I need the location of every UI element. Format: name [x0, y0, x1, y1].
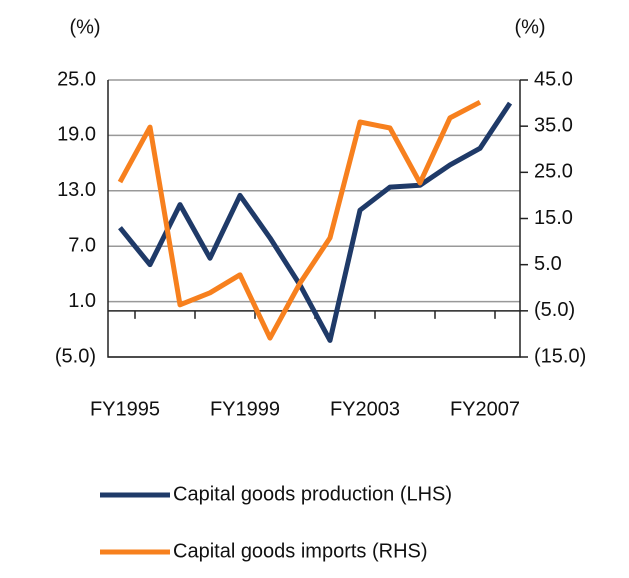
y2-tick-label: 45.0	[534, 68, 573, 90]
plot-frame	[107, 80, 521, 358]
y2-tick-label: 35.0	[534, 114, 573, 136]
x-tick-label: FY2007	[450, 398, 520, 420]
y-tick-label: 13.0	[57, 179, 96, 201]
series-line	[118, 101, 513, 343]
y-tick-label: 19.0	[57, 124, 96, 146]
y-tick-label: 25.0	[57, 68, 96, 90]
y-tick-label: (5.0)	[55, 345, 96, 367]
x-tick-label: FY1999	[210, 398, 280, 420]
y-tick-label: 1.0	[68, 290, 96, 312]
legend-label: Capital goods production (LHS)	[173, 483, 452, 505]
y2-tick-label: 5.0	[534, 253, 562, 275]
y-axis-label: (%)	[69, 16, 100, 38]
x-tick-label: FY1995	[90, 398, 160, 420]
y2-tick-label: (15.0)	[534, 345, 586, 367]
y2-tick-label: (5.0)	[534, 299, 575, 321]
x-tick-label: FY2003	[330, 398, 400, 420]
y-tick-label: 7.0	[68, 234, 96, 256]
y2-axis-label: (%)	[514, 16, 545, 38]
series-line	[117, 99, 482, 341]
y2-tick-label: 15.0	[534, 207, 573, 229]
legend-label: Capital goods imports (RHS)	[173, 540, 428, 562]
y2-tick-label: 25.0	[534, 161, 573, 183]
